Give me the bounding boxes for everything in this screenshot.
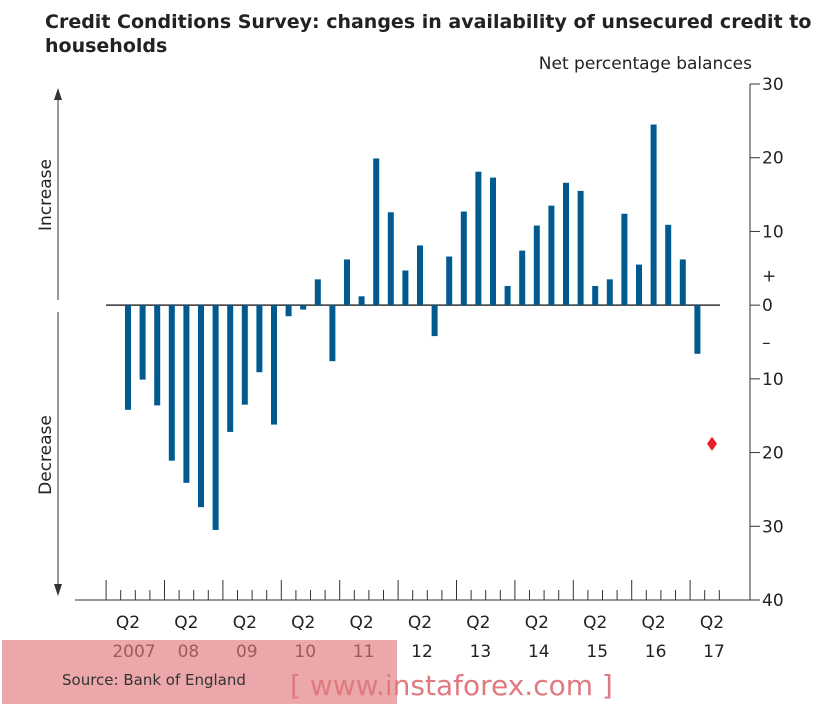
bar — [212, 305, 219, 530]
x-quarter-label: Q2 — [525, 613, 549, 633]
x-year-label: 17 — [703, 642, 725, 662]
bar — [504, 285, 511, 306]
expected-marker — [707, 436, 717, 451]
bar — [271, 305, 277, 425]
bar — [621, 213, 628, 306]
bar — [694, 305, 701, 354]
y-axis-label: Net percentage balances — [538, 54, 752, 74]
x-quarter-label: Q2 — [116, 613, 140, 633]
y-tick-label: 40 — [762, 591, 784, 611]
y-tick-label: 20 — [762, 149, 784, 169]
bar — [241, 305, 248, 405]
y-tick-label: 0 — [762, 296, 773, 316]
bar — [373, 158, 380, 306]
bar — [548, 205, 555, 306]
chart-title: Credit Conditions Survey: changes in ava… — [45, 11, 812, 57]
y-tick-label: 20 — [762, 444, 784, 464]
bar — [475, 171, 482, 306]
bar — [446, 256, 453, 306]
bar — [577, 190, 584, 306]
bar — [665, 224, 672, 306]
bar — [139, 305, 146, 380]
bar — [650, 124, 657, 306]
bar — [387, 212, 394, 306]
plus-sign: + — [762, 267, 776, 287]
y-tick-label: 10 — [762, 222, 784, 242]
x-year-label: 16 — [645, 642, 667, 662]
decrease-label: Decrease — [36, 415, 56, 495]
bar — [285, 305, 292, 317]
increase-label: Increase — [36, 159, 56, 231]
x-quarter-label: Q2 — [408, 613, 432, 633]
x-quarter-label: Q2 — [233, 613, 257, 633]
arrow-down-icon — [54, 584, 62, 596]
bar — [358, 296, 365, 306]
bar — [344, 259, 350, 306]
minus-sign: – — [762, 333, 771, 353]
x-year-label: 14 — [528, 642, 550, 662]
bar — [168, 305, 175, 461]
bar — [125, 305, 131, 410]
bar — [490, 177, 496, 306]
bar — [636, 264, 642, 306]
bar — [431, 305, 438, 337]
y-tick-label: 10 — [762, 370, 784, 390]
x-quarter-label: Q2 — [700, 613, 724, 633]
bar — [592, 285, 599, 306]
y-tick-label: 30 — [762, 75, 784, 95]
x-quarter-label: Q2 — [466, 613, 490, 633]
x-year-label: 15 — [586, 642, 608, 662]
bar — [402, 270, 409, 306]
x-quarter-label: Q2 — [641, 613, 665, 633]
y-tick-label: 30 — [762, 517, 784, 537]
bar — [679, 259, 686, 306]
bar — [460, 211, 467, 306]
watermark-text: [ www.instaforex.com ] — [290, 669, 613, 702]
bar — [563, 182, 569, 306]
bar — [533, 225, 540, 306]
x-quarter-label: Q2 — [291, 613, 315, 633]
watermark-box — [2, 640, 397, 704]
bar — [329, 305, 336, 362]
bar — [606, 279, 613, 306]
bar — [183, 305, 190, 483]
x-quarter-label: Q2 — [583, 613, 607, 633]
bar — [314, 279, 321, 306]
bar — [256, 305, 263, 373]
bar — [154, 305, 161, 406]
bar — [300, 305, 307, 310]
arrow-up-icon — [54, 88, 62, 100]
x-quarter-label: Q2 — [349, 613, 373, 633]
bar — [198, 305, 204, 508]
x-year-label: 13 — [470, 642, 492, 662]
bar — [417, 245, 423, 306]
bar — [519, 250, 526, 306]
x-year-label: 12 — [411, 642, 433, 662]
bar — [227, 305, 234, 432]
source-note: Source: Bank of England — [62, 671, 246, 689]
x-quarter-label: Q2 — [174, 613, 198, 633]
